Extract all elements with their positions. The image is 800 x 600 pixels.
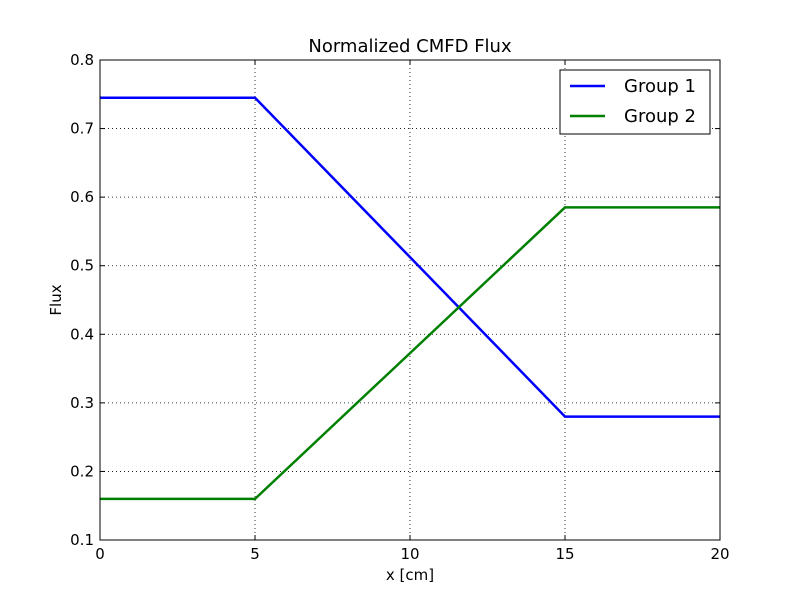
y-tick-label: 0.1	[70, 531, 94, 549]
x-tick-label: 0	[95, 545, 105, 563]
series-layer	[100, 96, 720, 501]
y-tick-label: 0.7	[70, 120, 94, 138]
legend-frame	[559, 69, 711, 135]
series-line-group-2	[100, 206, 720, 501]
x-tick-label: 5	[250, 545, 260, 563]
y-tick-label: 0.8	[70, 51, 94, 69]
legend-label-group-2: Group 2	[624, 106, 696, 127]
y-tick-label: 0.4	[70, 325, 94, 343]
y-tick-label: 0.2	[70, 462, 94, 480]
y-tick-label: 0.3	[70, 394, 94, 412]
y-axis-label: Flux	[47, 284, 65, 315]
legend: Group 1 Group 2	[559, 69, 711, 135]
chart-title: Normalized CMFD Flux	[308, 36, 512, 57]
legend-label-group-1: Group 1	[624, 76, 696, 97]
tick-layer: 0 5 10 15 20 0.1 0.2 0.3 0.4 0.5 0.6 0.7 0.8	[70, 51, 729, 563]
x-tick-label: 15	[555, 545, 574, 563]
x-axis-label: x [cm]	[386, 566, 434, 584]
x-tick-label: 20	[710, 545, 729, 563]
x-tick-label: 10	[400, 545, 419, 563]
y-tick-label: 0.5	[70, 257, 94, 275]
y-tick-label: 0.6	[70, 188, 94, 206]
series-line-group-1	[100, 96, 720, 418]
